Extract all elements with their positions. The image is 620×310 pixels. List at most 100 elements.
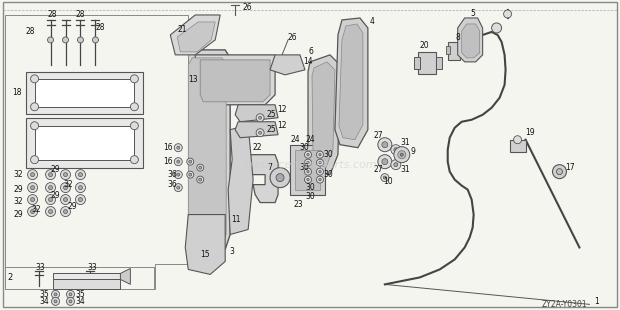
Text: 5: 5 [470, 10, 475, 19]
Circle shape [398, 151, 406, 159]
Text: 11: 11 [231, 215, 241, 224]
Bar [35, 126, 135, 160]
Bar [25, 72, 143, 114]
Text: 14: 14 [303, 57, 313, 66]
Circle shape [130, 156, 138, 164]
Text: 19: 19 [525, 128, 534, 137]
Circle shape [307, 153, 309, 156]
Circle shape [69, 293, 72, 296]
Polygon shape [235, 105, 278, 122]
Text: 10: 10 [383, 177, 392, 186]
Polygon shape [195, 55, 275, 105]
Circle shape [197, 164, 204, 171]
Circle shape [48, 210, 53, 214]
Circle shape [378, 138, 392, 152]
Circle shape [61, 183, 71, 193]
Text: 34: 34 [76, 297, 86, 306]
Text: 12: 12 [277, 105, 287, 114]
Text: 3: 3 [230, 247, 234, 256]
Circle shape [513, 136, 521, 144]
Text: 22: 22 [252, 143, 262, 152]
Circle shape [188, 160, 192, 163]
Text: 28: 28 [95, 24, 105, 33]
Circle shape [316, 176, 324, 183]
Text: 35: 35 [40, 290, 50, 299]
Text: 31: 31 [400, 138, 410, 147]
Circle shape [319, 162, 321, 164]
Circle shape [177, 146, 180, 149]
Text: 32: 32 [14, 197, 24, 206]
Circle shape [197, 176, 204, 183]
Text: 7: 7 [268, 163, 273, 172]
Polygon shape [120, 268, 130, 284]
Text: 30: 30 [323, 170, 333, 179]
Circle shape [48, 37, 53, 43]
Circle shape [63, 37, 68, 43]
Circle shape [174, 158, 182, 166]
Circle shape [63, 173, 68, 177]
Circle shape [30, 210, 35, 214]
Text: 34: 34 [40, 297, 50, 306]
Circle shape [187, 171, 193, 178]
Bar [4, 268, 154, 290]
Circle shape [28, 195, 38, 205]
Circle shape [316, 151, 324, 158]
Text: 33: 33 [36, 263, 45, 272]
Circle shape [48, 197, 53, 202]
Text: 25: 25 [266, 110, 276, 119]
Circle shape [187, 158, 193, 165]
Polygon shape [53, 279, 120, 290]
Text: 29: 29 [51, 191, 60, 200]
Bar [436, 57, 441, 69]
Bar [35, 79, 135, 107]
Circle shape [307, 179, 309, 181]
Polygon shape [188, 58, 226, 245]
Circle shape [174, 144, 182, 152]
Circle shape [319, 153, 321, 156]
Polygon shape [4, 15, 188, 290]
Circle shape [174, 184, 182, 192]
Text: 27: 27 [373, 165, 383, 174]
Text: 21: 21 [177, 25, 187, 34]
Text: 33: 33 [87, 263, 97, 272]
Circle shape [54, 300, 57, 303]
Text: 27: 27 [373, 131, 383, 140]
Text: 24: 24 [305, 135, 315, 144]
Polygon shape [308, 55, 340, 175]
Text: 1: 1 [594, 297, 599, 306]
Circle shape [319, 170, 321, 173]
Circle shape [174, 170, 182, 179]
Text: 32: 32 [64, 180, 73, 189]
Text: 32: 32 [14, 170, 24, 179]
Text: 17: 17 [565, 163, 575, 172]
Polygon shape [184, 50, 230, 250]
Circle shape [319, 179, 321, 181]
Text: 31: 31 [400, 165, 410, 174]
Circle shape [394, 163, 398, 167]
Circle shape [63, 197, 68, 202]
Text: 16: 16 [164, 157, 173, 166]
Text: 4: 4 [370, 17, 374, 26]
Circle shape [66, 297, 74, 305]
Circle shape [92, 37, 99, 43]
Circle shape [30, 186, 35, 190]
Bar [448, 42, 459, 60]
Polygon shape [462, 24, 480, 58]
Circle shape [45, 183, 56, 193]
Text: 29: 29 [68, 202, 78, 211]
Circle shape [401, 153, 403, 156]
Circle shape [30, 156, 38, 164]
Circle shape [552, 165, 567, 179]
Circle shape [383, 176, 386, 179]
Text: 28: 28 [76, 11, 85, 20]
Text: 2: 2 [7, 273, 12, 282]
Polygon shape [200, 60, 270, 102]
Bar [510, 140, 526, 152]
Circle shape [45, 195, 56, 205]
Polygon shape [339, 24, 363, 140]
Polygon shape [458, 18, 482, 62]
Circle shape [307, 170, 309, 173]
Circle shape [30, 75, 38, 83]
Circle shape [304, 151, 311, 158]
Text: 36: 36 [167, 170, 177, 179]
